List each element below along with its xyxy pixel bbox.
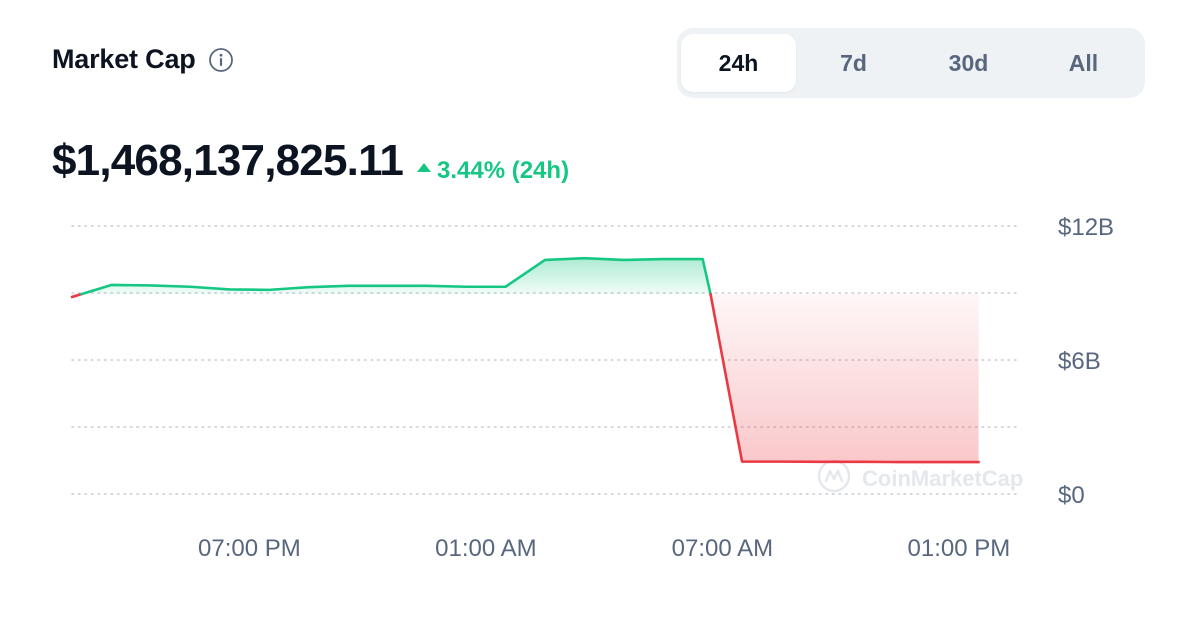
y-axis-labels: $0 $6B $12B [1058, 214, 1114, 509]
series-line-up [80, 256, 712, 296]
y-tick-label: $6B [1058, 348, 1101, 375]
header: Market Cap [52, 44, 234, 75]
series-lines [70, 256, 980, 464]
x-tick-label: 01:00 AM [435, 535, 536, 562]
x-tick-label: 07:00 AM [672, 535, 773, 562]
coinmarketcap-logo-icon [817, 459, 851, 493]
time-range-selector: 24h 7d 30d All [677, 28, 1145, 98]
area-fill-down [710, 294, 979, 463]
tab-24h[interactable]: 24h [681, 34, 796, 92]
price-change-text: 3.44% (24h) [437, 156, 570, 184]
tab-30d[interactable]: 30d [911, 34, 1026, 92]
series-line-down [709, 292, 980, 464]
market-cap-value: $1,468,137,825.11 [52, 136, 404, 185]
watermark: CoinMarketCap [817, 459, 1023, 493]
price-change-badge: 3.44% (24h) [417, 157, 569, 185]
x-axis-labels: 07:00 PM 01:00 AM 07:00 AM 01:00 PM [198, 535, 1010, 562]
watermark-text: CoinMarketCap [862, 466, 1023, 491]
x-tick-label: 07:00 PM [198, 535, 301, 562]
x-tick-label: 01:00 PM [908, 535, 1011, 562]
y-tick-label: $0 [1058, 482, 1085, 509]
market-cap-summary: $1,468,137,825.11 3.44% (24h) [52, 136, 569, 186]
info-circle-icon[interactable] [208, 47, 234, 73]
series-line-down [70, 292, 83, 299]
page-title: Market Cap [52, 44, 196, 74]
tab-all[interactable]: All [1026, 34, 1141, 92]
tab-7d[interactable]: 7d [796, 34, 911, 92]
triangle-up-icon [417, 163, 431, 172]
area-fill-up [81, 258, 711, 295]
y-tick-label: $12B [1058, 214, 1114, 241]
